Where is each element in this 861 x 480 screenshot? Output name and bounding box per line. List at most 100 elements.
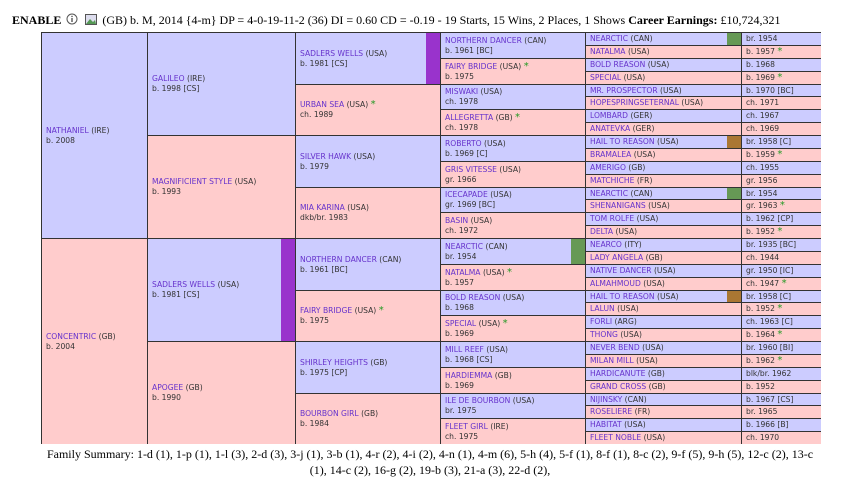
star: * bbox=[507, 266, 512, 278]
horse-name-line: MILL REEF (USA) bbox=[445, 345, 581, 355]
star: * bbox=[777, 226, 783, 237]
horse-cell: ROSELIERE (FR) bbox=[586, 406, 741, 418]
horse-cell: BASIN (USA) ch. 1972 bbox=[441, 213, 585, 238]
country: (GB) bbox=[648, 382, 666, 391]
info: b. 1952 bbox=[746, 304, 775, 313]
info-cell: b. 1957 * bbox=[742, 46, 821, 58]
country: (FR) bbox=[634, 407, 651, 416]
info-line: b. 1962 * bbox=[746, 356, 817, 366]
country: (USA) bbox=[642, 343, 664, 352]
info: b. 1970 [BC] bbox=[746, 85, 794, 95]
star: * bbox=[777, 329, 783, 340]
horse-name: MISWAKI bbox=[445, 87, 479, 96]
horse-name: GALILEO bbox=[152, 74, 185, 83]
info-line: b. 1952 * bbox=[746, 227, 817, 237]
info-line: b. 1957 * bbox=[746, 47, 817, 57]
info: ch. 1963 [C] bbox=[746, 317, 793, 326]
horse-name: BOURBON GIRL bbox=[300, 409, 359, 418]
info-line: b. 1990 bbox=[152, 393, 291, 403]
horse-cell: ILE DE BOURBON (USA) br. 1975 bbox=[441, 394, 585, 418]
horse-name: ENABLE bbox=[12, 13, 62, 27]
horse-name-line: GALILEO (IRE) bbox=[152, 74, 291, 84]
country: (USA) bbox=[617, 304, 639, 313]
horse-name: SILVER HAWK bbox=[300, 151, 352, 161]
horse-name: GRAND CROSS bbox=[590, 382, 647, 391]
info-line: ch. 1967 bbox=[746, 111, 817, 121]
info-cell: br. 1954 bbox=[742, 188, 821, 199]
info: ch. 1972 bbox=[445, 225, 479, 235]
horse-cell: NEARCTIC (CAN) bbox=[586, 33, 741, 45]
horse-name-line: NEARCTIC (CAN) bbox=[590, 189, 737, 199]
horse-name-line: TOM ROLFE (USA) bbox=[590, 214, 737, 224]
horse-name-line: GRIS VITESSE (USA) bbox=[445, 165, 581, 175]
horse-cell: MATCHICHE (FR) bbox=[586, 175, 741, 187]
country: (CAN) bbox=[485, 241, 508, 251]
info: b. 1998 [CS] bbox=[152, 84, 200, 93]
horse-cell: NATHANIEL (IRE) b. 2008 bbox=[42, 33, 147, 238]
country: (USA) bbox=[482, 267, 505, 277]
horse-cell: GALILEO (IRE) b. 1998 [CS] bbox=[148, 33, 295, 135]
info-line: dkb/br. 1983 bbox=[300, 213, 436, 223]
country: (USA) bbox=[354, 306, 377, 315]
horse-name: ROBERTO bbox=[445, 138, 482, 148]
info-line: ch. 1978 bbox=[445, 123, 581, 133]
photo-icon[interactable] bbox=[85, 14, 98, 25]
info: b. 2004 bbox=[46, 341, 75, 351]
info-line: ch. 1947 * bbox=[746, 279, 817, 289]
star: * bbox=[523, 60, 529, 72]
horse-name-line: ROBERTO (USA) bbox=[445, 139, 581, 149]
horse-name-line: NATALMA (USA) * bbox=[445, 266, 581, 278]
horse-cell: LOMBARD (GER) bbox=[586, 110, 741, 122]
info-cell: ch. 1970 bbox=[742, 432, 821, 444]
country: (GB) bbox=[628, 163, 646, 172]
info: b. 1981 [CS] bbox=[152, 290, 200, 299]
horse-cell: NATIVE DANCER (USA) bbox=[586, 265, 741, 277]
horse-cell: NEARCO (ITY) bbox=[586, 239, 741, 251]
info-line: ch. 1955 bbox=[746, 163, 817, 173]
info: br. 1960 [BI] bbox=[746, 343, 794, 352]
horse-name-line: MR. PROSPECTOR (USA) bbox=[590, 86, 737, 96]
info: b. 1964 bbox=[746, 330, 775, 339]
info: b. 1961 [BC] bbox=[445, 45, 493, 55]
horse-name-line: MIA KARINA (USA) bbox=[300, 203, 436, 213]
info: br. 1965 bbox=[746, 407, 778, 416]
country: (USA) bbox=[647, 60, 670, 69]
info-cell: gr. 1950 [IC] bbox=[742, 265, 821, 277]
horse-cell: NATALMA (USA) * b. 1957 bbox=[441, 265, 585, 290]
horse-cell: FAIRY BRIDGE (USA) * b. 1975 bbox=[441, 59, 585, 84]
country: (GB) bbox=[494, 370, 512, 380]
horse-name-line: DELTA (USA) bbox=[590, 227, 737, 237]
country: (USA) bbox=[486, 344, 508, 354]
info: b. 1962 bbox=[746, 356, 775, 365]
horse-cell: AMERIGO (GB) bbox=[586, 162, 741, 174]
horse-cell: HAIL TO REASON (USA) bbox=[586, 291, 741, 302]
country: (GB) bbox=[370, 357, 388, 367]
horse-name-line: GRAND CROSS (GB) bbox=[590, 382, 737, 392]
horse-name: DELTA bbox=[590, 227, 614, 236]
info-cell: ch. 1967 bbox=[742, 110, 821, 122]
horse-name: TOM ROLFE bbox=[590, 214, 635, 223]
star: * bbox=[777, 149, 783, 160]
country: (USA) bbox=[643, 433, 666, 442]
info-icon[interactable] bbox=[66, 13, 78, 25]
info: blk/br. 1962 bbox=[746, 369, 792, 378]
info-line: ch. 1978 bbox=[445, 97, 581, 107]
info-cell: br. 1965 bbox=[742, 406, 821, 418]
horse-name: NIJINSKY bbox=[590, 394, 623, 404]
info: ch. 1971 bbox=[746, 98, 780, 107]
info-line: b. 1952 bbox=[746, 382, 817, 392]
horse-name-line: THONG (USA) bbox=[590, 330, 737, 340]
country: (USA) bbox=[480, 87, 503, 96]
country: (GB) bbox=[361, 409, 379, 418]
horse-name: SADLERS WELLS bbox=[300, 48, 364, 58]
horse-cell: LALUN (USA) bbox=[586, 303, 741, 315]
info: ch. 1947 bbox=[746, 279, 780, 288]
family-summary: Family Summary: 1-d (1), 1-p (1), 1-l (3… bbox=[46, 447, 814, 477]
info-cell: b. 1952 * bbox=[742, 303, 821, 315]
country: (USA) bbox=[623, 73, 646, 82]
horse-cell: LADY ANGELA (GB) bbox=[586, 252, 741, 264]
info: ch. 1970 bbox=[746, 433, 780, 442]
star: * bbox=[370, 99, 376, 110]
info-line: b. 1957 bbox=[445, 278, 581, 288]
horse-cell: MILAN MILL (USA) bbox=[586, 355, 741, 367]
